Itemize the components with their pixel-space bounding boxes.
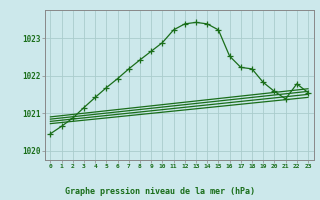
Text: Graphe pression niveau de la mer (hPa): Graphe pression niveau de la mer (hPa) [65,187,255,196]
